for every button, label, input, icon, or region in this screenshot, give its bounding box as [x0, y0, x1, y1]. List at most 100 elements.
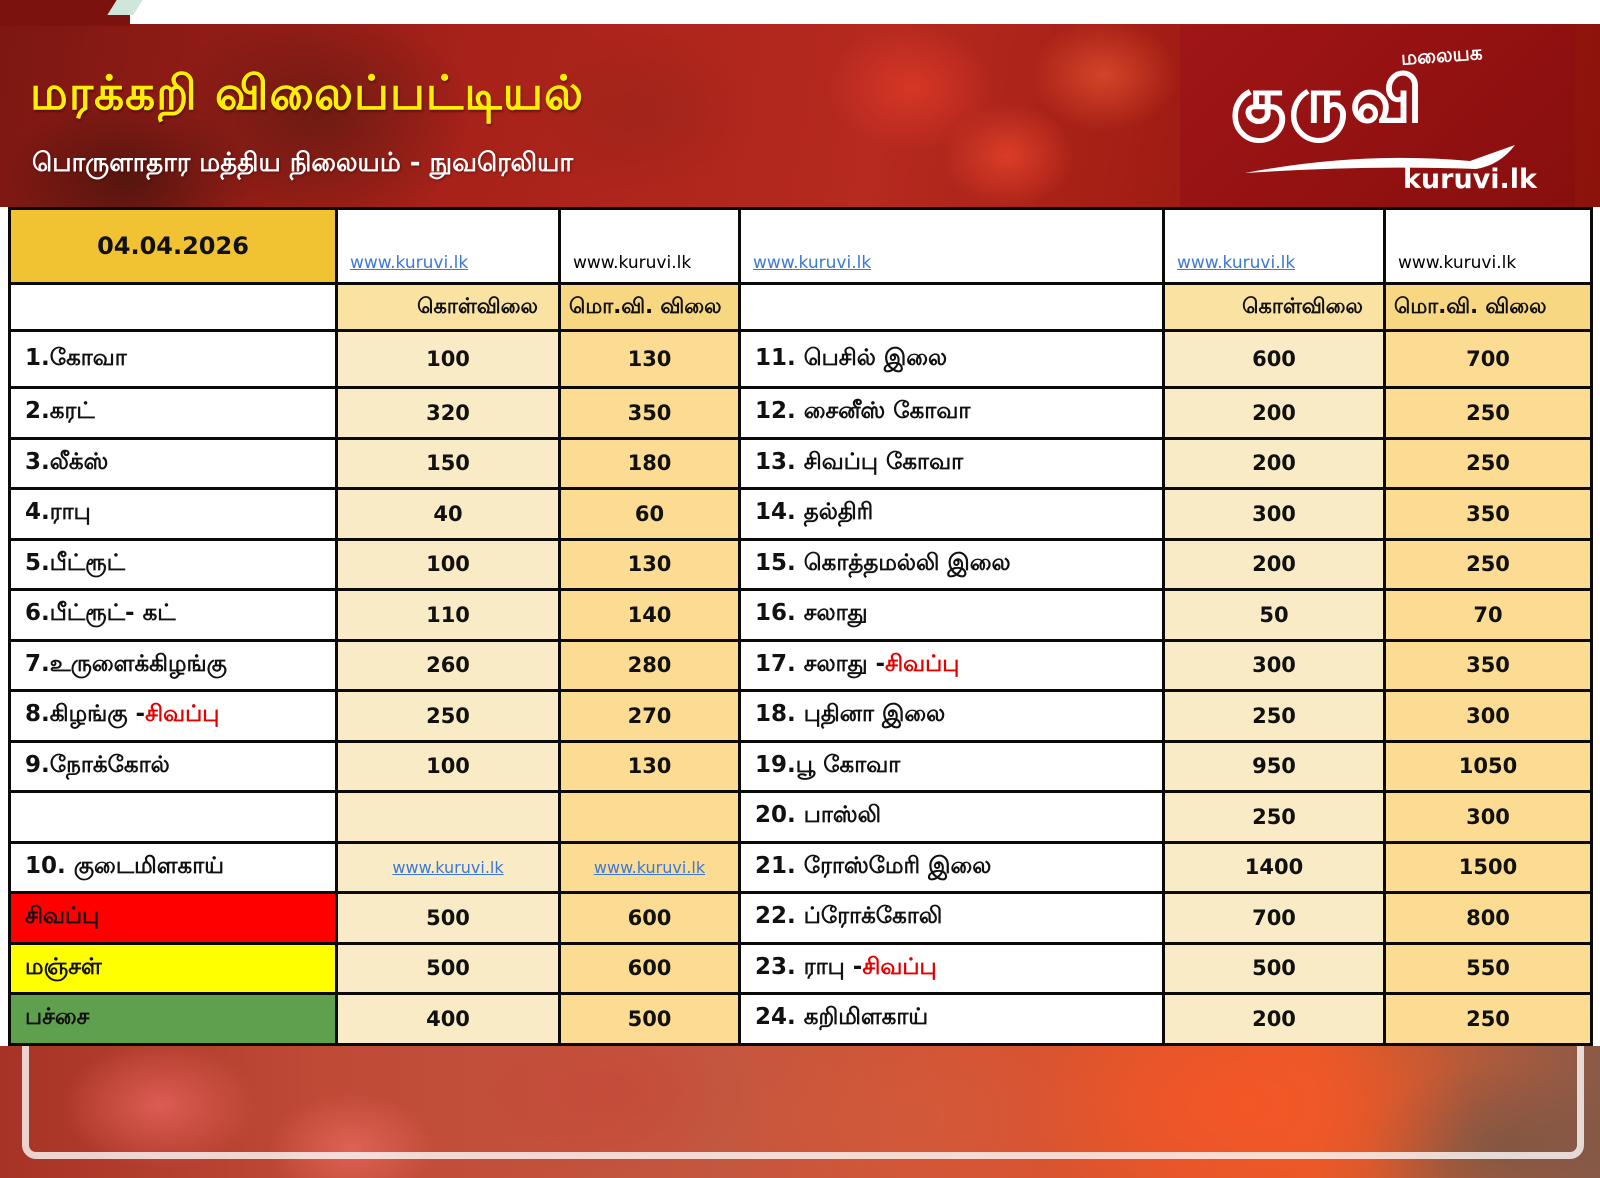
buy-price-cell: 500 — [338, 944, 558, 992]
item-cell: 17. சலாது - சிவப்பு — [741, 641, 1162, 689]
buy-price-cell: 100 — [338, 540, 558, 588]
item-cell: 21. ரோஸ்மேரி இலை — [741, 843, 1162, 891]
buy-price-cell: 950 — [1165, 742, 1383, 790]
item-label: 9.நோக்கோல் — [25, 751, 170, 778]
col-header-buy: கொள்விலை — [338, 285, 558, 329]
buy-price-cell: 100 — [338, 742, 558, 790]
item-label: 11. பெசில் இலை — [755, 344, 948, 371]
item-label: 7.உருளைக்கிழங்கு — [25, 650, 227, 677]
logo-site: kuruvi.lk — [1402, 164, 1537, 195]
wholesale-price-cell: 600 — [561, 894, 738, 942]
wholesale-price-cell: 130 — [561, 742, 738, 790]
kuruvi-link[interactable]: www.kuruvi.lk — [1165, 210, 1383, 282]
item-label: 10. குடைமிளகாய் — [25, 852, 224, 879]
item-cell: பச்சை — [11, 995, 335, 1043]
buy-price-cell: 500 — [1165, 944, 1383, 992]
buy-price-cell: 400 — [338, 995, 558, 1043]
item-cell: 23. ராபு - சிவப்பு — [741, 944, 1162, 992]
logo-swoosh-icon — [1245, 145, 1515, 173]
item-label-red: சிவப்பு — [862, 953, 937, 980]
blank-header-cell — [11, 285, 335, 329]
kuruvi-link[interactable]: www.kuruvi.lk — [338, 210, 558, 282]
item-label-red: சிவப்பு — [885, 650, 960, 677]
item-label-red: சிவப்பு — [145, 701, 220, 728]
item-label: மஞ்சள் — [25, 953, 102, 980]
buy-price-cell: 200 — [1165, 995, 1383, 1043]
buy-price-cell: 600 — [1165, 332, 1383, 386]
buy-price-cell — [338, 793, 558, 841]
item-label: 13. சிவப்பு கோவா — [755, 448, 964, 475]
kuruvi-link-plain: www.kuruvi.lk — [1386, 210, 1590, 282]
item-cell: 16. சலாது — [741, 591, 1162, 639]
wholesale-price-cell: 1500 — [1386, 843, 1590, 891]
wholesale-price-cell: 130 — [561, 332, 738, 386]
buy-price-cell: 250 — [338, 692, 558, 740]
item-cell: 11. பெசில் இலை — [741, 332, 1162, 386]
item-label: 17. சலாது - — [755, 650, 886, 677]
item-cell: 9.நோக்கோல் — [11, 742, 335, 790]
item-label: 16. சலாது — [755, 600, 868, 627]
buy-price-cell: 50 — [1165, 591, 1383, 639]
item-cell: 20. பாஸ்லி — [741, 793, 1162, 841]
item-cell: 3.லீக்ஸ் — [11, 439, 335, 487]
item-cell: 24. கறிமிளகாய் — [741, 995, 1162, 1043]
buy-price-cell: 260 — [338, 641, 558, 689]
item-label: 21. ரோஸ்மேரி இலை — [755, 852, 992, 879]
item-cell: மஞ்சள் — [11, 944, 335, 992]
item-cell: 4.ராபு — [11, 490, 335, 538]
blank-header-cell — [741, 285, 1162, 329]
wholesale-price-cell: 550 — [1386, 944, 1590, 992]
item-label: 24. கறிமிளகாய் — [755, 1004, 929, 1031]
col-header-wholesale: மொ.வி. விலை — [1386, 285, 1590, 329]
wholesale-price-cell: 250 — [1386, 995, 1590, 1043]
wholesale-price-cell: 70 — [1386, 591, 1590, 639]
item-cell: 14. தல்திரி — [741, 490, 1162, 538]
logo-box: மலையக குருவி kuruvi.lk — [1180, 25, 1575, 207]
item-label: 14. தல்திரி — [755, 499, 874, 526]
item-cell: 8.கிழங்கு - சிவப்பு — [11, 692, 335, 740]
item-label: 3.லீக்ஸ் — [25, 448, 109, 475]
buy-price-cell: 200 — [1165, 439, 1383, 487]
kuruvi-link-label[interactable]: www.kuruvi.lk — [392, 857, 504, 877]
buy-price-cell: 40 — [338, 490, 558, 538]
price-table: 04.04.2026 www.kuruvi.lk www.kuruvi.lk w… — [8, 207, 1593, 1046]
item-cell: 22. ப்ரோக்கோலி — [741, 894, 1162, 942]
wholesale-price-cell: 300 — [1386, 793, 1590, 841]
wholesale-price-cell: 140 — [561, 591, 738, 639]
item-cell: 1.கோவா — [11, 332, 335, 386]
item-label: 4.ராபு — [25, 499, 91, 526]
item-cell: 19.பூ கோவா — [741, 742, 1162, 790]
page-subtitle: பொருளாதார மத்திய நிலையம் - நுவரெலியா — [32, 148, 574, 178]
item-label: 5.பீட்ரூட் — [25, 549, 126, 576]
kuruvi-link[interactable]: www.kuruvi.lk — [561, 843, 738, 891]
item-label: 8.கிழங்கு - — [25, 701, 146, 728]
wholesale-price-cell: 700 — [1386, 332, 1590, 386]
item-label: 18. புதினா இலை — [755, 701, 946, 728]
item-label: 22. ப்ரோக்கோலி — [755, 903, 943, 930]
wholesale-price-cell: 250 — [1386, 439, 1590, 487]
item-label: 19.பூ கோவா — [755, 751, 901, 778]
buy-price-cell: 250 — [1165, 692, 1383, 740]
item-label: 2.கரட் — [25, 398, 95, 425]
wholesale-price-cell: 350 — [561, 389, 738, 437]
buy-price-cell: 100 — [338, 332, 558, 386]
item-cell: 15. கொத்தமல்லி இலை — [741, 540, 1162, 588]
kuruvi-link[interactable]: www.kuruvi.lk — [741, 210, 1162, 282]
buy-price-cell: 300 — [1165, 490, 1383, 538]
wholesale-price-cell: 130 — [561, 540, 738, 588]
item-label: 6.பீட்ரூட்- கட் — [25, 600, 176, 627]
wholesale-price-cell: 250 — [1386, 540, 1590, 588]
wholesale-price-cell: 60 — [561, 490, 738, 538]
kuruvi-link[interactable]: www.kuruvi.lk — [338, 843, 558, 891]
item-cell: 7.உருளைக்கிழங்கு — [11, 641, 335, 689]
item-cell: 2.கரட் — [11, 389, 335, 437]
wholesale-price-cell: 1050 — [1386, 742, 1590, 790]
item-label: சிவப்பு — [25, 903, 100, 930]
kuruvi-link-label[interactable]: www.kuruvi.lk — [593, 857, 706, 877]
page-title: மரக்கறி விலைப்பட்டியல் — [30, 66, 585, 121]
item-cell: 10. குடைமிளகாய் — [11, 843, 335, 891]
buy-price-cell: 250 — [1165, 793, 1383, 841]
date-cell: 04.04.2026 — [11, 210, 335, 282]
wholesale-price-cell: 800 — [1386, 894, 1590, 942]
item-label: 12. சைனீஸ் கோவா — [755, 398, 971, 425]
